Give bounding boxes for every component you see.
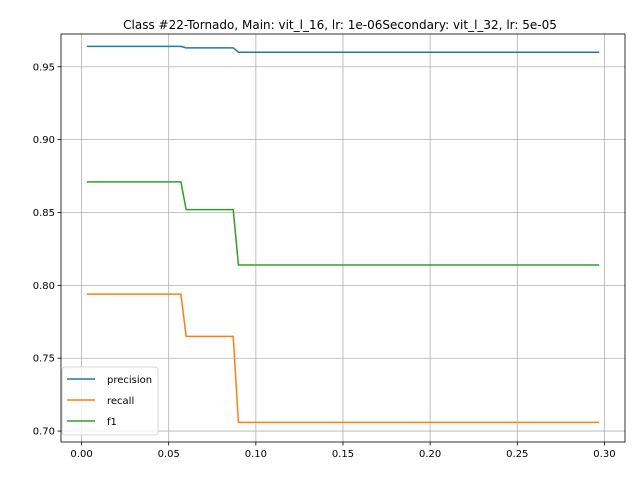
x-tick-label: 0.30: [593, 449, 615, 460]
legend-label-f1: f1: [107, 417, 117, 428]
y-tick-label: 0.75: [33, 354, 55, 365]
legend-label-precision: precision: [107, 375, 152, 386]
y-tick-label: 0.85: [33, 208, 55, 219]
y-tick-label: 0.80: [33, 281, 55, 292]
legend: precision recall f1: [61, 366, 159, 436]
x-tick-label: 0.15: [332, 449, 354, 460]
chart-title: Class #22-Tornado, Main: vit_l_16, lr: 1…: [123, 18, 557, 32]
y-tick-label: 0.70: [33, 427, 55, 438]
series-line-precision: [86, 45, 600, 53]
x-tick-label: 0.25: [506, 449, 528, 460]
x-axis-ticks: 0.00 0.05 0.10 0.15 0.20 0.25 0.30: [70, 442, 616, 460]
series-line-f1: [86, 181, 600, 266]
y-axis-ticks: 0.70 0.75 0.80 0.85 0.90 0.95: [33, 62, 61, 438]
legend-box: [61, 366, 159, 436]
x-tick-label: 0.05: [158, 449, 180, 460]
legend-label-recall: recall: [107, 396, 134, 407]
series-lines: [86, 45, 600, 424]
x-tick-label: 0.00: [70, 449, 92, 460]
x-tick-label: 0.10: [245, 449, 267, 460]
y-tick-label: 0.90: [33, 135, 55, 146]
series-line-recall: [86, 293, 600, 424]
x-tick-label: 0.20: [419, 449, 441, 460]
y-tick-label: 0.95: [33, 62, 55, 73]
